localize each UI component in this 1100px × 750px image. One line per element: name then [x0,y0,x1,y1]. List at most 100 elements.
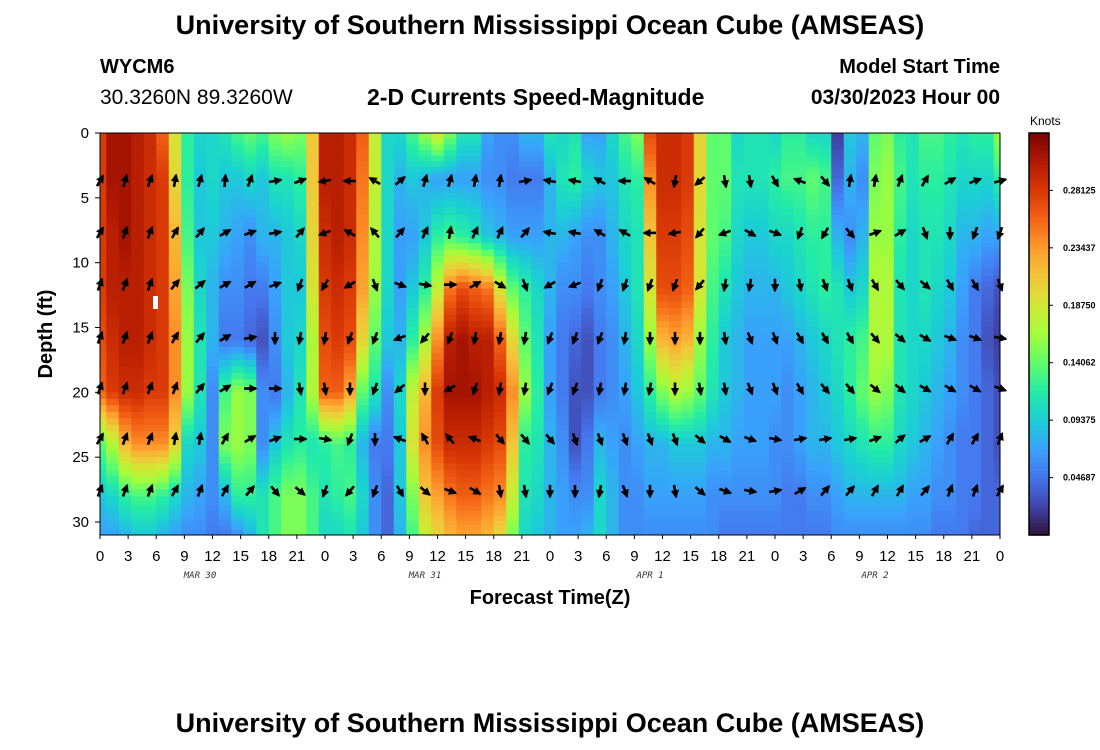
heatmap-cell [606,243,620,251]
heatmap-cell [356,353,370,361]
current-vector [720,331,729,346]
heatmap-cell [131,340,145,348]
heatmap-cell [493,353,507,361]
heatmap-cell [681,379,695,387]
heatmap-cell [968,327,982,335]
heatmap-cell [581,385,595,393]
heatmap-cell [818,444,832,452]
heatmap-cell [156,431,170,439]
heatmap-cell [443,295,457,303]
heatmap-cell [143,444,157,452]
heatmap-cell [431,249,445,257]
heatmap-cell [768,207,782,216]
heatmap-cell [781,192,795,201]
heatmap-cell [818,222,832,231]
heatmap-cell [756,282,770,290]
current-vector [970,483,979,497]
heatmap-cell [618,178,632,187]
heatmap-cell [743,398,757,406]
heatmap-cell [568,450,582,458]
heatmap-cell [606,340,620,348]
heatmap-cell [456,418,470,426]
heatmap-cell [468,314,482,322]
heatmap-cell [306,483,320,491]
heatmap-cell [856,256,870,264]
heatmap-cell [381,353,395,361]
heatmap-cell [906,178,920,187]
heatmap-cell [118,167,132,174]
heatmap-cell [306,308,320,316]
heatmap-cell [381,308,395,316]
heatmap-cell [231,269,245,277]
heatmap-cell [393,340,407,348]
heatmap-cell [543,476,557,484]
heatmap-cell [143,301,157,309]
heatmap-cell [343,222,357,231]
heatmap-cell [868,133,882,140]
heatmap-cell [506,327,520,335]
heatmap-cell [343,155,357,162]
heatmap-cell [831,411,845,419]
heatmap-cell [868,340,882,348]
heatmap-cell [856,366,870,374]
heatmap-cell [843,392,857,400]
heatmap-cell [531,392,545,400]
heatmap-cell [831,444,845,452]
heatmap-cell [256,424,270,432]
heatmap-cell [243,185,257,194]
heatmap-cell [106,496,120,502]
heatmap-cell [568,405,582,413]
heatmap-cell [356,418,370,426]
heatmap-cell [756,476,770,484]
heatmap-cell [518,520,532,526]
heatmap-cell [106,295,120,303]
heatmap-cell [806,262,820,270]
heatmap-cell [556,372,570,380]
heatmap-cell [643,288,657,296]
heatmap-cell [518,161,532,168]
heatmap-cell [856,327,870,335]
heatmap-cell [881,214,895,223]
heatmap-cell [381,525,395,531]
heatmap-cell [218,411,232,419]
heatmap-cell [618,496,632,502]
heatmap-cell [456,327,470,335]
heatmap-cell [706,530,720,535]
heatmap-cell [568,444,582,452]
heatmap-cell [168,418,182,426]
heatmap-cell [256,288,270,296]
heatmap-cell [306,505,320,512]
heatmap-cell [881,133,895,140]
heatmap-cell [368,353,382,361]
heatmap-cell [968,301,982,309]
heatmap-cell [143,405,157,413]
heatmap-cell [281,334,295,342]
heatmap-cell [981,275,995,283]
heatmap-cell [406,301,420,309]
heatmap-cell [968,133,982,140]
heatmap-cell [281,243,295,251]
heatmap-cell [781,418,795,426]
heatmap-cell [193,359,207,368]
heatmap-cell [368,144,382,151]
heatmap-cell [806,353,820,361]
heatmap-cell [906,483,920,491]
heatmap-cell [706,155,720,162]
heatmap-cell [556,515,570,522]
heatmap-cell [506,505,520,512]
heatmap-cell [406,515,420,522]
heatmap-cell [406,222,420,231]
heatmap-cell [956,340,970,348]
heatmap-cell [956,437,970,445]
heatmap-cell [393,301,407,309]
heatmap-cell [906,269,920,277]
heatmap-cell [943,505,957,512]
heatmap-cell [918,424,932,432]
heatmap-cell [181,520,195,526]
heatmap-cell [881,301,895,309]
heatmap-cell [868,505,882,512]
heatmap-cell [106,505,120,512]
heatmap-cell [431,520,445,526]
heatmap-cell [893,353,907,361]
heatmap-cell [881,450,895,458]
